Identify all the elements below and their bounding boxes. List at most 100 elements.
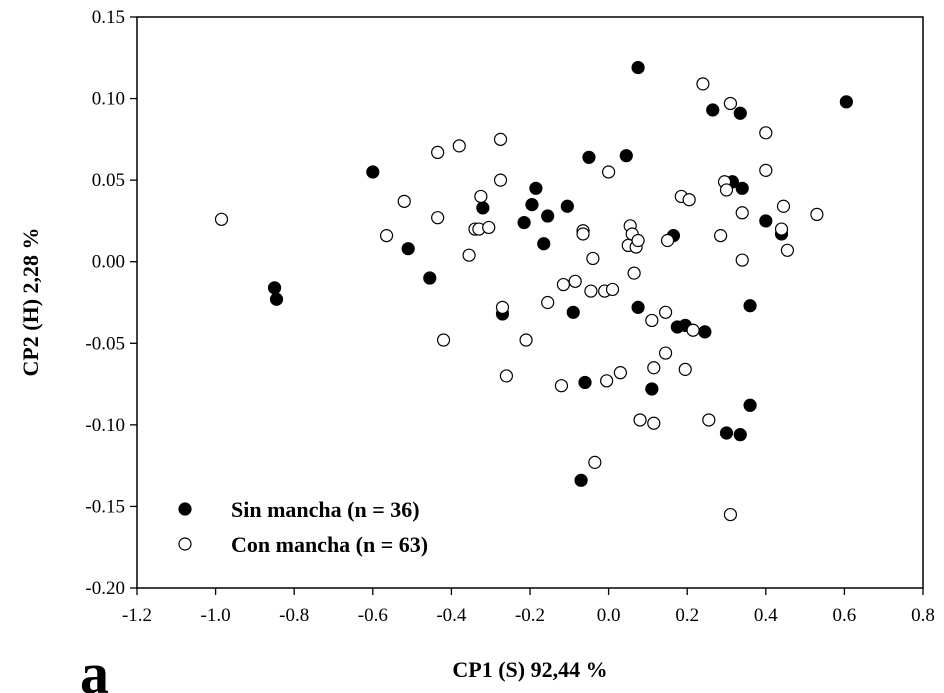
point-con-mancha: [600, 374, 614, 388]
point-sin-mancha: [269, 292, 284, 306]
legend-label-con-mancha: Con mancha (n = 63): [231, 532, 428, 557]
point-sin-mancha: [733, 428, 747, 442]
point-con-mancha: [541, 295, 555, 310]
point-con-mancha: [436, 333, 451, 347]
point-sin-mancha: [645, 382, 659, 396]
point-sin-mancha: [566, 305, 580, 319]
point-sin-mancha: [517, 215, 531, 230]
point-sin-mancha: [719, 426, 734, 440]
point-sin-mancha: [759, 214, 773, 228]
legend: Sin mancha (n = 36) Con mancha (n = 63): [178, 497, 428, 557]
x-axis-title: CP1 (S) 92,44 %: [452, 657, 607, 682]
point-sin-mancha: [698, 325, 712, 339]
point-con-mancha: [723, 96, 738, 111]
point-sin-mancha: [582, 150, 596, 164]
point-con-mancha: [686, 323, 700, 337]
point-con-mancha: [682, 193, 696, 207]
point-sin-mancha: [743, 398, 757, 412]
point-con-mancha: [719, 183, 734, 197]
data-points: [214, 60, 853, 522]
point-sin-mancha: [560, 199, 574, 213]
point-con-mancha: [462, 248, 476, 262]
point-con-mancha: [482, 220, 496, 235]
point-con-mancha: [810, 207, 824, 222]
point-sin-mancha: [631, 300, 645, 314]
x-tick-label: 0.2: [675, 605, 699, 626]
x-tick-label: -0.6: [358, 605, 388, 626]
point-con-mancha: [474, 189, 488, 204]
x-axis: -1.2 -1.0 -0.8 -0.6 -0.4 -0.2 0.0 0.2 0.4 0.6 0.8: [122, 588, 935, 626]
point-con-mancha: [584, 284, 598, 298]
point-con-mancha: [780, 243, 795, 257]
y-tick-label: 0.00: [92, 252, 125, 273]
point-con-mancha: [776, 199, 791, 213]
point-sin-mancha: [631, 60, 645, 75]
legend-marker-con-mancha: [178, 537, 192, 551]
point-con-mancha: [493, 132, 508, 146]
point-sin-mancha: [476, 201, 490, 215]
point-con-mancha: [759, 163, 773, 177]
point-con-mancha: [493, 173, 508, 187]
point-con-mancha: [554, 379, 569, 393]
point-con-mancha: [431, 145, 445, 160]
point-sin-mancha: [537, 237, 551, 251]
point-con-mancha: [586, 251, 600, 266]
point-con-mancha: [519, 333, 533, 347]
x-tick-label: -0.2: [515, 605, 545, 626]
point-sin-mancha: [267, 281, 282, 295]
y-axis: 0.15 0.10 0.05 0.00 -0.05 -0.10 -0.15 -0.20: [85, 7, 137, 599]
point-con-mancha: [495, 300, 510, 314]
point-con-mancha: [658, 305, 673, 319]
point-sin-mancha: [578, 375, 592, 390]
point-con-mancha: [658, 346, 673, 360]
point-sin-mancha: [733, 106, 747, 120]
point-sin-mancha: [735, 181, 749, 195]
point-con-mancha: [660, 233, 675, 248]
y-tick-label: -0.20: [85, 578, 125, 599]
point-sin-mancha: [574, 473, 588, 487]
point-sin-mancha: [541, 209, 555, 223]
point-con-mancha: [633, 413, 647, 427]
point-sin-mancha: [401, 242, 415, 256]
point-sin-mancha: [423, 271, 437, 285]
point-con-mancha: [774, 222, 789, 236]
point-con-mancha: [613, 366, 627, 380]
point-con-mancha: [702, 413, 716, 427]
point-con-mancha: [397, 194, 411, 208]
x-tick-label: 0.6: [833, 605, 857, 626]
point-con-mancha: [588, 455, 602, 469]
point-con-mancha: [631, 233, 645, 248]
point-sin-mancha: [529, 181, 543, 195]
point-con-mancha: [647, 416, 661, 430]
y-tick-label: 0.10: [92, 89, 125, 110]
x-tick-label: -1.0: [201, 605, 231, 626]
point-con-mancha: [696, 77, 710, 91]
point-con-mancha: [452, 139, 466, 153]
x-tick-label: 0.0: [597, 605, 621, 626]
point-con-mancha: [431, 211, 445, 225]
point-con-mancha: [556, 277, 571, 292]
point-con-mancha: [735, 206, 749, 220]
point-con-mancha: [714, 229, 728, 243]
y-tick-label: 0.15: [92, 7, 125, 28]
legend-label-sin-mancha: Sin mancha (n = 36): [231, 497, 420, 522]
y-axis-title: CP2 (H) 2,28 %: [18, 227, 43, 376]
y-tick-label: -0.10: [85, 415, 125, 436]
point-con-mancha: [647, 361, 661, 375]
x-tick-label: 0.8: [911, 605, 935, 626]
point-con-mancha: [605, 282, 620, 297]
y-tick-label: -0.05: [85, 333, 125, 354]
point-sin-mancha: [619, 149, 633, 163]
point-con-mancha: [576, 227, 590, 241]
y-tick-label: -0.15: [85, 496, 125, 517]
x-tick-label: 0.4: [754, 605, 778, 626]
point-con-mancha: [214, 212, 229, 226]
y-tick-label: 0.05: [92, 170, 125, 191]
point-con-mancha: [759, 126, 773, 140]
point-sin-mancha: [743, 299, 757, 313]
point-con-mancha: [723, 507, 738, 522]
point-con-mancha: [499, 369, 514, 383]
point-sin-mancha: [706, 103, 720, 117]
point-con-mancha: [735, 253, 749, 267]
